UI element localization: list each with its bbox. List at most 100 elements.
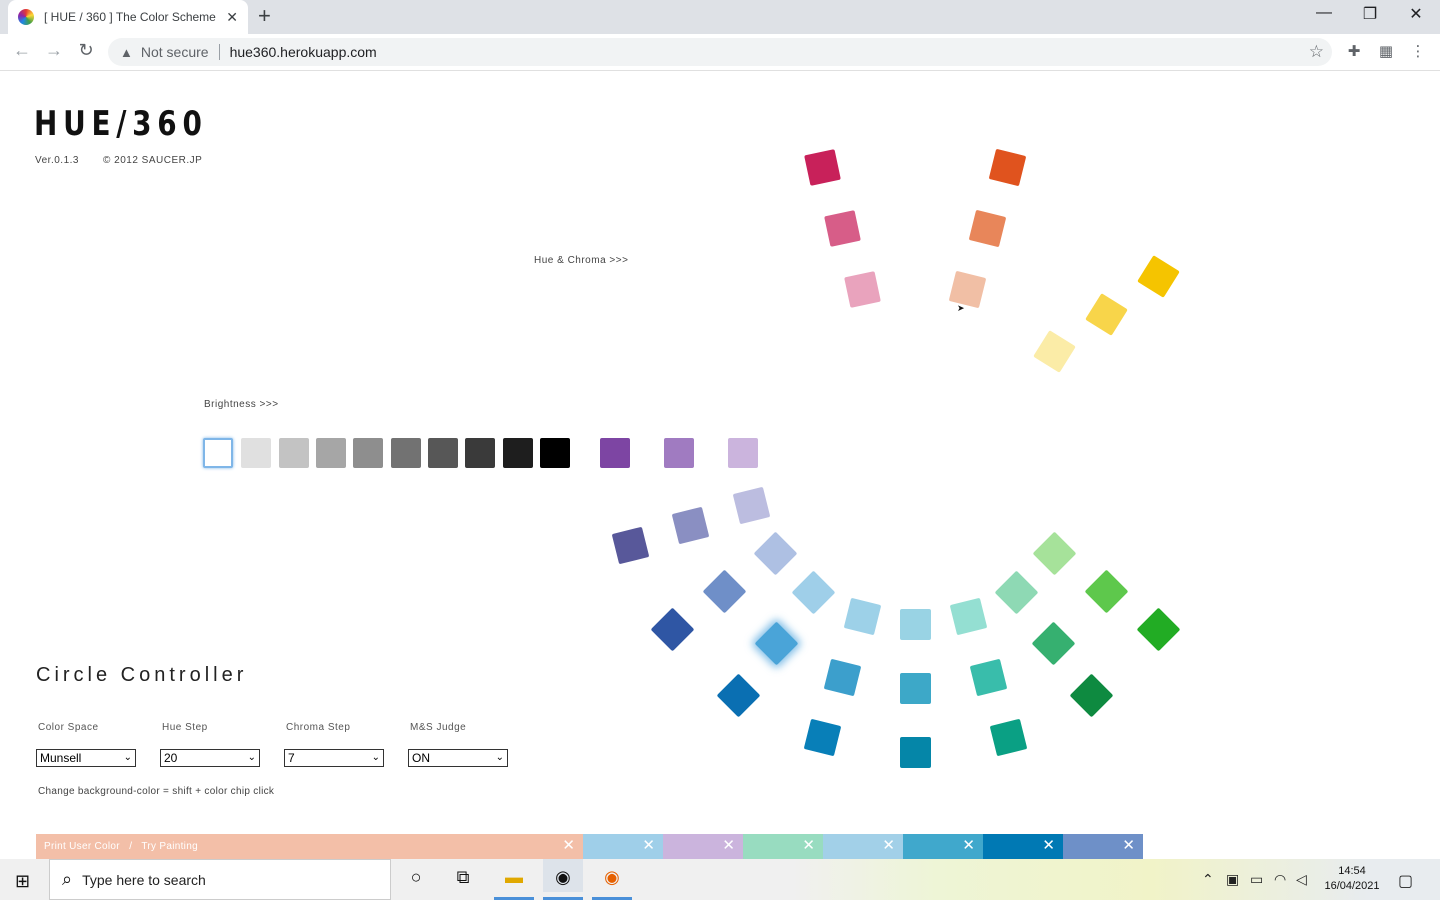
url-text[interactable]: hue360.herokuapp.com [229, 44, 377, 60]
reload-icon[interactable]: ↻ [78, 40, 94, 60]
palette-swatch[interactable]: ✕ [663, 834, 743, 859]
palette-swatch[interactable]: ✕ [823, 834, 903, 859]
notifications-icon[interactable]: ▢ [1398, 873, 1414, 890]
bookmark-star-icon[interactable]: ☆ [1308, 42, 1324, 61]
hue-chip[interactable] [702, 569, 746, 613]
ms-judge-select[interactable]: ON ⌄ [408, 749, 508, 767]
gray-chip[interactable] [241, 438, 271, 468]
chroma-step-select[interactable]: 7 ⌄ [284, 749, 384, 767]
remove-color-icon[interactable]: ✕ [962, 837, 975, 854]
hue-chip[interactable] [650, 607, 694, 651]
remove-color-icon[interactable]: ✕ [882, 837, 895, 854]
hue-chip[interactable] [988, 148, 1026, 186]
purple-chip[interactable] [664, 438, 694, 468]
hue-chip[interactable] [994, 570, 1038, 614]
hue-chip[interactable] [1084, 292, 1128, 336]
gray-chip[interactable] [540, 438, 570, 468]
tray-chevron-up-icon[interactable]: ⌃ [1202, 871, 1214, 887]
forward-arrow-icon[interactable]: → [45, 40, 63, 60]
palette-swatch[interactable]: ✕ [583, 834, 663, 859]
purple-chip[interactable] [600, 438, 630, 468]
extensions-puzzle-icon[interactable]: ✚ [1347, 43, 1361, 60]
gray-chip[interactable] [279, 438, 309, 468]
taskbar-search-box[interactable]: ⌕ Type here to search [49, 859, 391, 900]
tab-close-icon[interactable]: ✕ [226, 8, 238, 25]
firefox-icon[interactable]: ◉ [604, 867, 620, 887]
file-explorer-icon[interactable]: ▬ [505, 867, 523, 887]
hue-chip[interactable] [948, 270, 986, 308]
hue-chip[interactable] [753, 531, 797, 575]
hue-chip[interactable] [1032, 329, 1076, 373]
hue-chip[interactable] [611, 526, 649, 564]
chrome-icon[interactable]: ◉ [543, 859, 583, 892]
windows-start-icon[interactable]: ⊞ [15, 871, 31, 891]
hue-chip[interactable] [899, 672, 931, 704]
taskbar-clock[interactable]: 14:54 16/04/2021 [1322, 864, 1382, 894]
gray-chip[interactable] [353, 438, 383, 468]
new-tab-button[interactable]: + [258, 3, 271, 28]
back-arrow-icon[interactable]: ← [13, 40, 31, 60]
cortana-icon[interactable]: ○ [410, 867, 422, 887]
hue-chip[interactable] [899, 608, 931, 640]
palette-swatch[interactable]: ✕ [743, 834, 823, 859]
restore-button[interactable]: ❐ [1362, 6, 1378, 23]
browser-tab[interactable]: [ HUE / 360 ] The Color Scheme / ✕ [8, 0, 248, 34]
window-close-button[interactable]: ✕ [1409, 6, 1423, 23]
hue-chip[interactable] [1084, 569, 1128, 613]
gray-chip[interactable] [503, 438, 533, 468]
minimize-button[interactable]: — [1316, 4, 1332, 21]
hue-chip[interactable] [1136, 607, 1180, 651]
remove-color-icon[interactable]: ✕ [802, 837, 815, 854]
gray-chip[interactable] [391, 438, 421, 468]
hue-chip[interactable] [1031, 621, 1075, 665]
hue-chip[interactable] [843, 597, 881, 635]
tab-strip: [ HUE / 360 ] The Color Scheme / ✕ + — ❐… [0, 0, 1440, 34]
palette-swatch[interactable]: ✕ [903, 834, 983, 859]
palette-swatch[interactable]: ✕ [1063, 834, 1143, 859]
hue-chip[interactable] [732, 486, 770, 524]
color-space-select[interactable]: Munsell ⌄ [36, 749, 136, 767]
hue-chip[interactable] [803, 148, 841, 186]
gray-chip[interactable] [316, 438, 346, 468]
extension-icon[interactable]: ▦ [1378, 43, 1394, 60]
meet-icon[interactable]: ▣ [1226, 871, 1240, 887]
hue-chip[interactable] [899, 736, 931, 768]
hue-chip[interactable] [671, 506, 709, 544]
hue-chip[interactable] [754, 621, 798, 665]
hue-chip[interactable] [1069, 673, 1113, 717]
print-user-color-link[interactable]: Print User Color [44, 841, 120, 852]
purple-chip[interactable] [728, 438, 758, 468]
palette-links: Print User Color / Try Painting [44, 841, 198, 852]
hue-chip[interactable] [803, 718, 841, 756]
hue-chip[interactable] [843, 270, 881, 308]
gray-chip[interactable] [465, 438, 495, 468]
wifi-icon[interactable]: ◠ [1274, 871, 1287, 887]
address-bar[interactable]: ▲ Not secure hue360.herokuapp.com ☆ [108, 38, 1332, 66]
try-painting-link[interactable]: Try Painting [141, 841, 198, 852]
remove-color-icon[interactable]: ✕ [1042, 837, 1055, 854]
gray-chip[interactable] [428, 438, 458, 468]
palette-swatch[interactable]: ✕ [983, 834, 1063, 859]
hue-chip[interactable] [1032, 531, 1076, 575]
volume-icon[interactable]: ◁ [1296, 871, 1307, 887]
hue-chip[interactable] [968, 209, 1006, 247]
hue-chip[interactable] [823, 209, 861, 247]
remove-color-icon[interactable]: ✕ [562, 837, 575, 854]
site-logo[interactable]: HUE/360 [34, 104, 208, 144]
hue-chip[interactable] [1136, 254, 1180, 298]
palette-swatch[interactable]: Print User Color / Try Painting ✕ [36, 834, 583, 859]
hue-chip[interactable] [989, 718, 1027, 756]
hue-step-select[interactable]: 20 ⌄ [160, 749, 260, 767]
hue-chip[interactable] [969, 658, 1007, 696]
hue-chip[interactable] [716, 673, 760, 717]
battery-icon[interactable]: ▭ [1250, 871, 1264, 887]
task-view-icon[interactable]: ⧉ [456, 867, 470, 887]
remove-color-icon[interactable]: ✕ [1122, 837, 1135, 854]
gray-chip[interactable] [203, 438, 233, 468]
hue-chip[interactable] [823, 658, 861, 696]
remove-color-icon[interactable]: ✕ [642, 837, 655, 854]
remove-color-icon[interactable]: ✕ [722, 837, 735, 854]
hue-chip[interactable] [949, 597, 987, 635]
hue-chip[interactable] [791, 570, 835, 614]
browser-menu-icon[interactable]: ⋮ [1410, 43, 1426, 60]
